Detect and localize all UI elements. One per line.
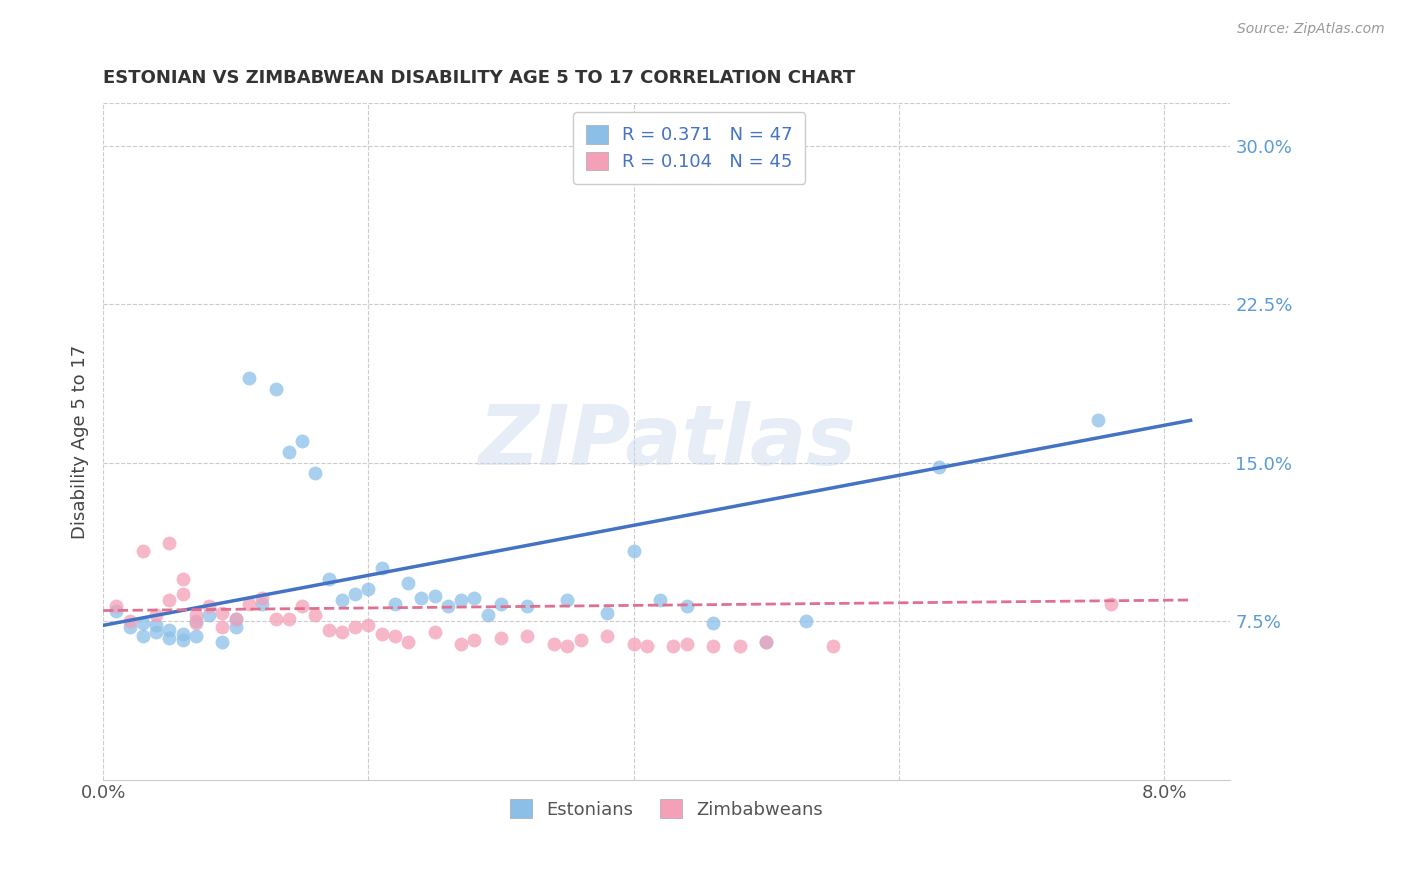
Point bbox=[384, 629, 406, 643]
Point bbox=[344, 620, 367, 634]
Point bbox=[118, 620, 141, 634]
Point bbox=[184, 616, 207, 631]
Point bbox=[330, 593, 353, 607]
Point bbox=[702, 616, 724, 631]
Point bbox=[423, 624, 446, 639]
Point bbox=[172, 633, 194, 648]
Point bbox=[1087, 413, 1109, 427]
Point bbox=[489, 631, 512, 645]
Point bbox=[159, 623, 181, 637]
Point bbox=[172, 627, 194, 641]
Point bbox=[252, 597, 274, 611]
Point bbox=[675, 599, 697, 614]
Point bbox=[211, 620, 233, 634]
Point bbox=[728, 640, 751, 654]
Point bbox=[184, 607, 207, 622]
Point bbox=[159, 631, 181, 645]
Point bbox=[370, 627, 392, 641]
Point bbox=[318, 623, 340, 637]
Point bbox=[555, 640, 578, 654]
Point bbox=[172, 572, 194, 586]
Point bbox=[463, 633, 485, 648]
Point bbox=[755, 635, 778, 649]
Point bbox=[304, 607, 326, 622]
Point bbox=[636, 640, 658, 654]
Point bbox=[543, 637, 565, 651]
Point bbox=[477, 607, 499, 622]
Point bbox=[132, 616, 155, 631]
Point bbox=[396, 576, 419, 591]
Point bbox=[396, 635, 419, 649]
Point bbox=[304, 466, 326, 480]
Point bbox=[555, 593, 578, 607]
Point bbox=[291, 599, 314, 614]
Point bbox=[238, 597, 260, 611]
Point bbox=[569, 633, 592, 648]
Point bbox=[211, 635, 233, 649]
Point bbox=[172, 587, 194, 601]
Point bbox=[516, 599, 538, 614]
Point bbox=[411, 591, 433, 605]
Point bbox=[384, 597, 406, 611]
Point bbox=[225, 612, 247, 626]
Point bbox=[330, 624, 353, 639]
Point bbox=[184, 614, 207, 628]
Point bbox=[450, 593, 472, 607]
Point bbox=[118, 614, 141, 628]
Point bbox=[145, 607, 167, 622]
Point bbox=[623, 544, 645, 558]
Point bbox=[755, 635, 778, 649]
Legend: Estonians, Zimbabweans: Estonians, Zimbabweans bbox=[498, 787, 837, 831]
Point bbox=[675, 637, 697, 651]
Point bbox=[132, 544, 155, 558]
Point bbox=[596, 606, 619, 620]
Point bbox=[648, 593, 671, 607]
Point bbox=[450, 637, 472, 651]
Point bbox=[252, 591, 274, 605]
Point bbox=[516, 629, 538, 643]
Point bbox=[211, 606, 233, 620]
Point bbox=[357, 618, 380, 632]
Point bbox=[596, 629, 619, 643]
Point bbox=[1099, 597, 1122, 611]
Point bbox=[159, 536, 181, 550]
Point bbox=[928, 459, 950, 474]
Point bbox=[159, 593, 181, 607]
Text: Source: ZipAtlas.com: Source: ZipAtlas.com bbox=[1237, 22, 1385, 37]
Point bbox=[423, 589, 446, 603]
Y-axis label: Disability Age 5 to 17: Disability Age 5 to 17 bbox=[72, 344, 89, 539]
Point bbox=[105, 599, 128, 614]
Point bbox=[463, 591, 485, 605]
Point bbox=[370, 561, 392, 575]
Point bbox=[277, 612, 299, 626]
Point bbox=[132, 629, 155, 643]
Point bbox=[291, 434, 314, 449]
Point bbox=[198, 599, 221, 614]
Point bbox=[184, 629, 207, 643]
Point bbox=[198, 607, 221, 622]
Point bbox=[225, 620, 247, 634]
Point bbox=[623, 637, 645, 651]
Point bbox=[702, 640, 724, 654]
Point bbox=[344, 587, 367, 601]
Point bbox=[277, 445, 299, 459]
Point bbox=[437, 599, 460, 614]
Point bbox=[821, 640, 844, 654]
Point bbox=[489, 597, 512, 611]
Point bbox=[238, 371, 260, 385]
Point bbox=[264, 382, 287, 396]
Point bbox=[225, 612, 247, 626]
Point bbox=[105, 603, 128, 617]
Text: ESTONIAN VS ZIMBABWEAN DISABILITY AGE 5 TO 17 CORRELATION CHART: ESTONIAN VS ZIMBABWEAN DISABILITY AGE 5 … bbox=[103, 69, 855, 87]
Point bbox=[145, 618, 167, 632]
Point bbox=[264, 612, 287, 626]
Point bbox=[357, 582, 380, 597]
Point bbox=[794, 614, 817, 628]
Point bbox=[145, 624, 167, 639]
Point bbox=[318, 572, 340, 586]
Text: ZIPatlas: ZIPatlas bbox=[478, 401, 856, 482]
Point bbox=[662, 640, 685, 654]
